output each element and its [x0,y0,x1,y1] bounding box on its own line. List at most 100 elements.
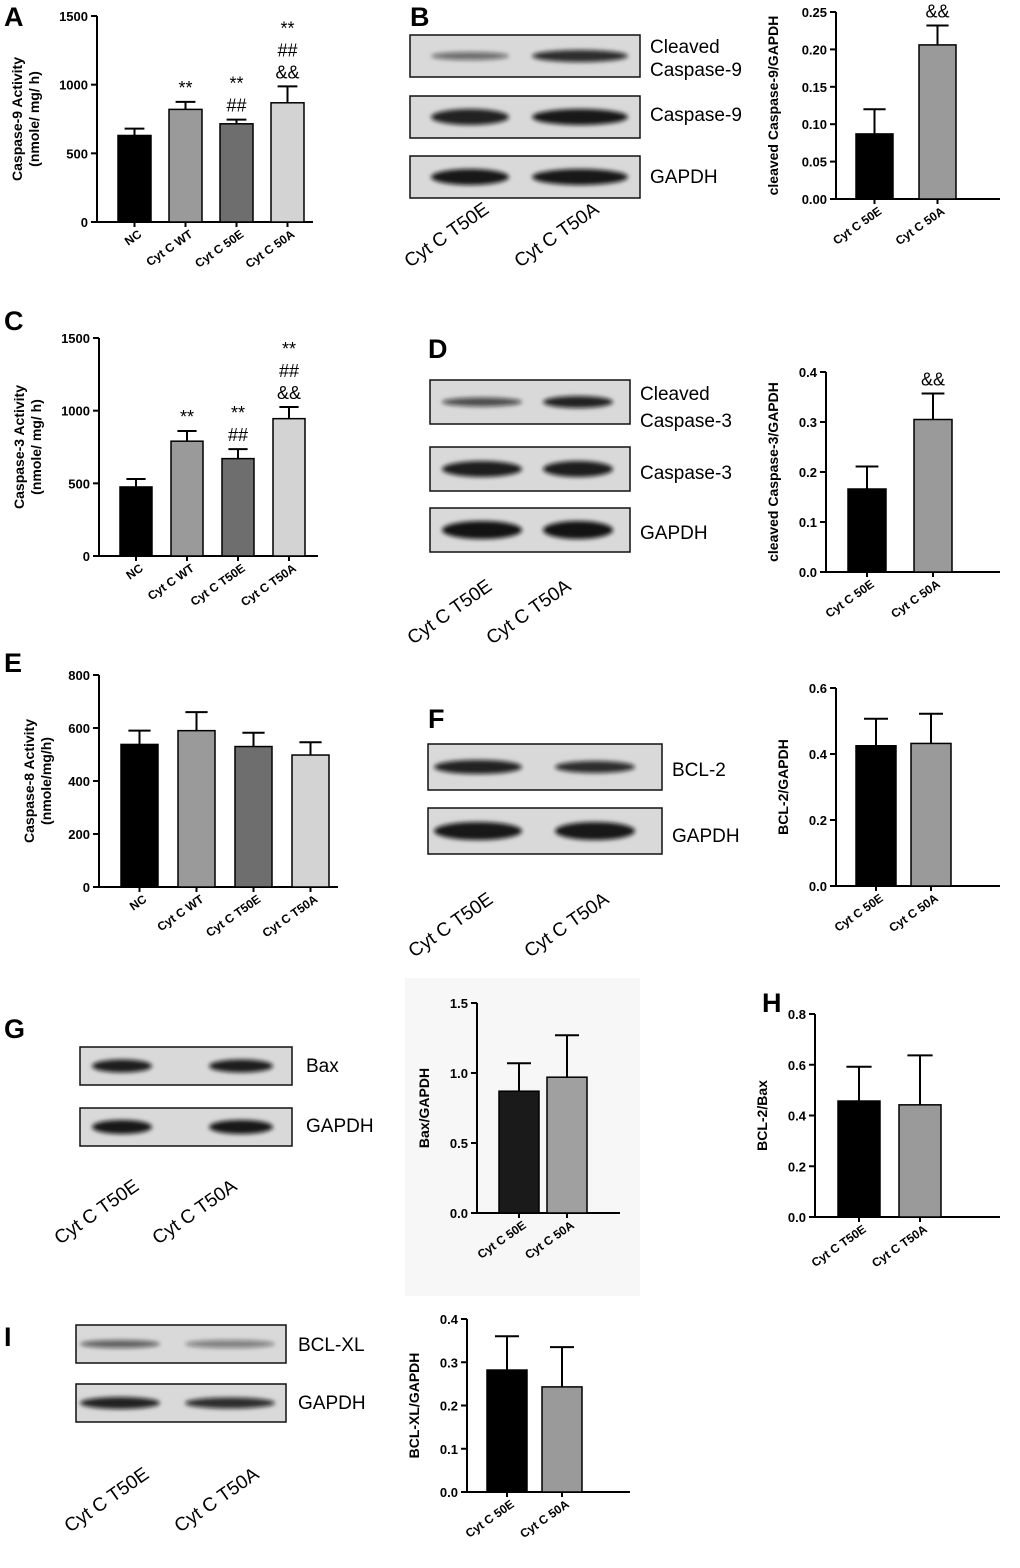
category-label: Cyt C 50E [823,577,877,621]
protein-band [80,1340,160,1348]
chart-d-chart: 0.0 0.1 0.2 0.3 0.4 cleaved Caspase-3/GAPDH Cy… [765,365,1000,621]
y-axis-label: (nmole/ mg/ h) [28,399,44,495]
significance-mark: ## [226,96,246,116]
protein-band [555,822,635,840]
western-blot-g-blot: Bax GAPDH Cyt C T50E Cyt C T50A [51,1046,374,1249]
y-axis-label: cleaved Caspase-9/GAPDH [765,16,781,196]
y-tick-label: 0.6 [809,681,827,696]
y-tick-label: 0.5 [450,1136,468,1151]
blot-row-label: Caspase-9 [650,105,742,126]
y-axis-label: BCL-2/Bax [754,1080,770,1151]
blot-lane-label: Cyt C T50A [511,199,603,273]
blot-row-label: Caspase-3 [640,411,732,432]
y-axis-label: Caspase-9 Activity [9,57,25,181]
significance-mark: ** [180,407,194,427]
bar [221,457,255,557]
blot-row-label: BCL-2 [672,760,726,781]
category-label: NC [122,227,145,249]
blot-lane-label: Cyt C T50A [521,889,613,963]
category-label: Cyt C 50E [830,204,884,248]
chart-a: 0 500 1000 1500 Caspase-9 Activity (nmole/ mg… [9,9,313,271]
category-label: NC [123,561,146,583]
category-label: Cyt C WT [144,227,196,269]
blot-row-label: Caspase-3 [640,463,732,484]
blot-lane-label: Cyt C T50E [405,889,497,962]
panel-label-g: G [4,1014,25,1044]
bar [219,123,254,223]
y-tick-label: 400 [68,774,90,789]
y-tick-label: 0.0 [799,565,817,580]
blot-row-label: GAPDH [298,1393,366,1414]
chart-e: 0 200 400 600 800 Caspase-8 Activity (nmole/mg… [21,668,338,940]
bar [170,440,204,557]
panel-label-e: E [4,648,22,678]
protein-band [532,109,628,125]
chart-c: 0 500 1000 1500 Caspase-3 Activity (nmole/ mg… [11,331,318,609]
y-tick-label: 0.8 [788,1007,806,1022]
protein-band [442,461,522,477]
bar [272,417,306,557]
protein-band [543,461,613,477]
protein-band [555,761,635,773]
chart-f-chart: 0.0 0.2 0.4 0.6 BCL-2/GAPDH Cyt C 50E Cyt C 50… [775,681,1000,935]
bar [270,102,305,223]
y-tick-label: 0 [81,215,88,230]
y-axis-label: Bax/GAPDH [416,1068,432,1148]
bar [234,745,273,888]
protein-band [442,397,522,407]
bar [855,745,897,887]
bar [855,133,894,200]
y-tick-label: 0.1 [799,515,817,530]
significance-mark: ## [228,425,248,445]
category-label: Cyt C T50A [260,892,321,940]
category-label: Cyt C T50A [869,1222,930,1270]
protein-band [532,169,628,185]
y-tick-label: 0.20 [802,42,827,57]
y-tick-label: 0.4 [440,1312,459,1327]
significance-mark: ** [178,78,192,98]
panel-label-d: D [428,334,448,364]
blot-row-label: Bax [306,1056,339,1077]
chart-i-chart: 0.0 0.1 0.2 0.3 0.4 BCL-XL/GAPDH Cyt C 50E Cyt … [406,1312,630,1541]
category-label: Cyt C 50E [832,891,886,935]
category-label: Cyt C 50E [192,227,246,271]
significance-mark: ** [231,403,245,423]
y-tick-label: 0.2 [799,465,817,480]
bar [486,1369,528,1493]
blot-row-label: Cleaved [650,37,720,58]
chart-b-chart: 0.00 0.05 0.10 0.15 0.20 0.25 cleaved Caspase-… [765,1,1000,248]
blot-lane-label: Cyt C T50E [404,576,496,649]
protein-band [80,1397,160,1409]
blot-lane-label: Cyt C T50A [483,576,575,650]
chart-h: 0.0 0.2 0.4 0.6 0.8 BCL-2/Bax Cyt C T50E Cyt C … [754,1007,1000,1270]
significance-mark: ## [277,40,297,60]
y-tick-label: 0.6 [788,1058,806,1073]
blot-row-label: Caspase-9 [650,60,742,81]
protein-band [185,1340,275,1348]
western-blot-f-blot: BCL-2 GAPDH Cyt C T50E Cyt C T50A [405,743,740,963]
y-tick-label: 0.4 [788,1109,807,1124]
category-label: Cyt C 50E [463,1497,517,1541]
bar [541,1386,583,1493]
panel-label-b: B [410,2,430,32]
bar [291,754,330,888]
significance-mark: && [277,383,301,403]
y-tick-label: 1500 [61,331,90,346]
blot-row-label: BCL-XL [298,1335,365,1356]
protein-band [442,521,522,539]
category-label: NC [127,892,150,914]
blot-row-label: GAPDH [672,826,740,847]
blot-lane-label: Cyt C T50E [401,199,493,272]
protein-band [543,521,613,539]
category-label: Cyt C 50A [517,1497,572,1541]
y-tick-label: 0.4 [799,365,818,380]
bar [120,743,159,888]
y-tick-label: 0.0 [450,1206,468,1221]
y-tick-label: 0.3 [440,1355,458,1370]
y-tick-label: 0.1 [440,1442,458,1457]
blot-lane-label: Cyt C T50A [171,1464,263,1538]
y-axis-label: BCL-XL/GAPDH [406,1353,422,1459]
bar [910,742,952,887]
y-axis-label: Caspase-3 Activity [11,385,27,509]
significance-mark: && [275,62,299,82]
